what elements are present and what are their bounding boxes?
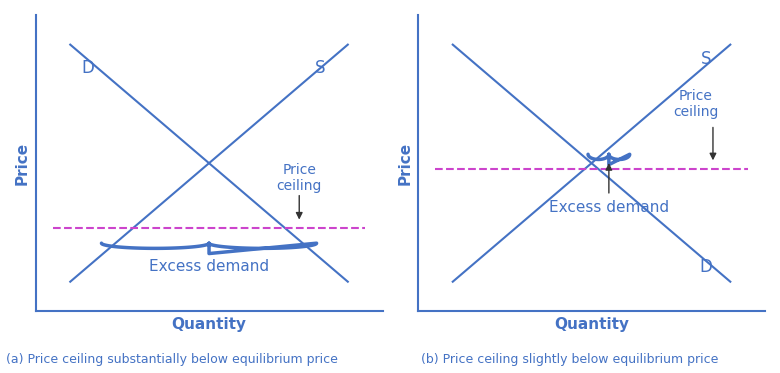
Text: Price
ceiling: Price ceiling xyxy=(277,163,322,193)
Text: S: S xyxy=(315,59,325,77)
Text: D: D xyxy=(700,258,712,276)
Y-axis label: Price: Price xyxy=(15,142,30,185)
Text: (b) Price ceiling slightly below equilibrium price: (b) Price ceiling slightly below equilib… xyxy=(420,352,718,366)
Text: Excess demand: Excess demand xyxy=(549,200,669,215)
Text: D: D xyxy=(81,59,94,77)
Text: Excess demand: Excess demand xyxy=(149,259,269,275)
Text: Price
ceiling: Price ceiling xyxy=(673,89,718,119)
X-axis label: Quantity: Quantity xyxy=(172,317,246,332)
X-axis label: Quantity: Quantity xyxy=(554,317,629,332)
Text: (a) Price ceiling substantially below equilibrium price: (a) Price ceiling substantially below eq… xyxy=(5,352,338,366)
Text: S: S xyxy=(700,50,711,69)
Y-axis label: Price: Price xyxy=(398,142,413,185)
